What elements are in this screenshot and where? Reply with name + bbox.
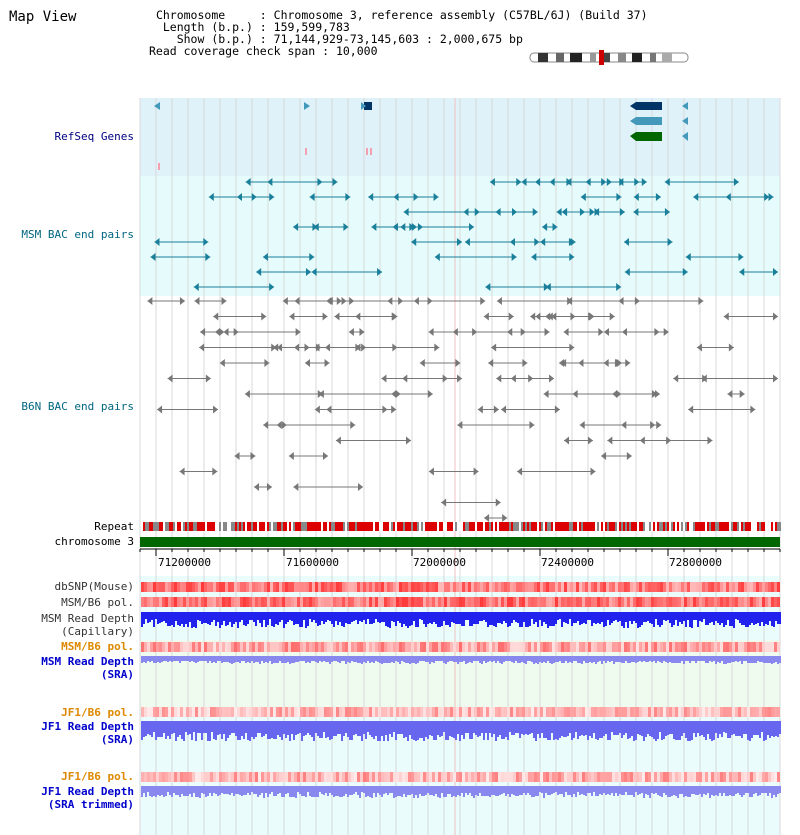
jf1-depth-trimmed-track[interactable]: [141, 786, 781, 798]
chromosome-ideogram[interactable]: [529, 50, 689, 65]
coordinate-axis: [139, 548, 781, 556]
length-label: Length (b.p.) :: [162, 20, 274, 34]
refseq-label[interactable]: RefSeq Genes: [54, 130, 134, 143]
tick-label: 71600000: [286, 556, 339, 569]
chromosome-label-track: chromosome 3: [54, 535, 134, 548]
dbsnp-label: dbSNP(Mouse): [54, 580, 134, 593]
b6n-bac-pairs[interactable]: [147, 297, 778, 522]
chromosome-label: Chromosome :: [155, 8, 274, 22]
refseq-genes[interactable]: [154, 102, 688, 170]
chromosome-bar[interactable]: [140, 537, 780, 547]
page-title: Map View: [9, 9, 77, 25]
tick-label: 72400000: [541, 556, 594, 569]
tick-label: 72000000: [413, 556, 466, 569]
gene-navy[interactable]: [636, 102, 662, 110]
msm-depth-sra-label: MSM Read Depth: [41, 655, 134, 668]
repeat-track[interactable]: [141, 522, 781, 531]
region-marker: [599, 50, 604, 65]
msm-b6-pol-track[interactable]: [141, 597, 780, 607]
jf1-pol-label-2: JF1/B6 pol.: [61, 770, 134, 783]
msm-depth-capillary-track[interactable]: [141, 612, 781, 628]
tick-label: 71200000: [158, 556, 211, 569]
gene-green[interactable]: [636, 132, 662, 141]
jf1-depth-sra-track[interactable]: [141, 721, 781, 741]
msm-b6-pol-label-2: MSM/B6 pol.: [61, 640, 134, 653]
msm-b6-pol-label: MSM/B6 pol.: [61, 596, 134, 609]
repeat-label: Repeat: [94, 520, 134, 533]
tick-label: 72800000: [669, 556, 722, 569]
region-info: Chromosome : Chromosome 3, reference ass…: [149, 9, 648, 57]
jf1-trim-label: JF1 Read Depth: [41, 785, 134, 798]
coverage-label: Read coverage check span :: [149, 44, 336, 58]
msm-depth-sra-sub: (SRA): [100, 668, 134, 681]
msm-depth-capillary-label: MSM Read Depth: [41, 612, 134, 625]
jf1-b6-pol-track[interactable]: [141, 707, 780, 717]
show-value: 71,144,929-73,145,603 : 2,000,675 bp: [273, 32, 523, 46]
jf1-depth-sub: (SRA): [100, 733, 134, 746]
msm-depth-sra-track[interactable]: [141, 656, 781, 664]
b6n-bac-label[interactable]: B6N BAC end pairs: [21, 400, 134, 413]
msm-depth-capillary-sub: (Capillary): [61, 625, 134, 638]
show-label: Show (b.p.) :: [176, 32, 274, 46]
msm-b6-pol-track-2[interactable]: [141, 642, 780, 652]
msm-bac-pairs[interactable]: [150, 178, 778, 291]
coverage-value: 10,000: [335, 44, 378, 58]
jf1-pol-label: JF1/B6 pol.: [61, 706, 134, 719]
length-value: 159,599,783: [273, 20, 350, 34]
dbsnp-track[interactable]: [141, 582, 780, 592]
chromosome-value: Chromosome 3, reference assembly (C57BL/…: [273, 8, 648, 22]
gene-teal[interactable]: [636, 117, 662, 125]
msm-bac-label[interactable]: MSM BAC end pairs: [21, 228, 134, 241]
jf1-trim-sub: (SRA trimmed): [47, 798, 134, 811]
jf1-depth-label: JF1 Read Depth: [41, 720, 134, 733]
jf1-b6-pol-track-2[interactable]: [141, 772, 780, 782]
